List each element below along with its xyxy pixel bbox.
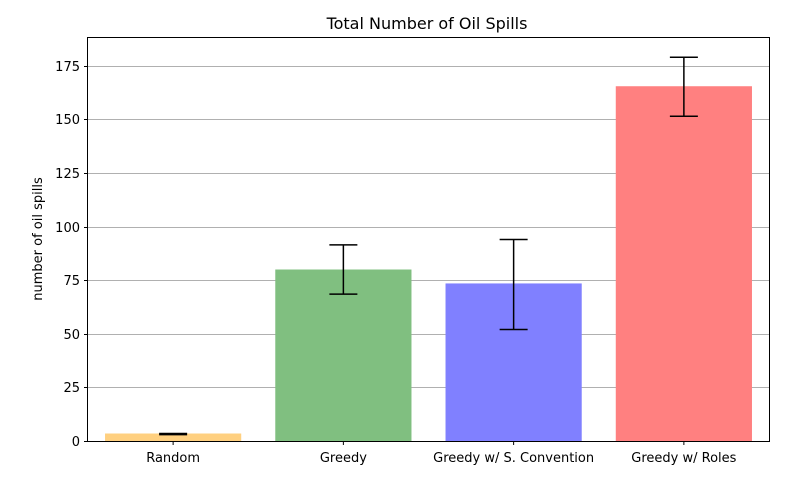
x-tick-label: Greedy w/ S. Convention	[433, 451, 594, 466]
bar	[615, 86, 752, 441]
y-axis-ticks: 0 25 50 75 100 125 150 175	[55, 60, 88, 450]
y-tick-label: 175	[55, 60, 80, 75]
x-axis-ticks: Random Greedy Greedy w/ S. Convention Greed…	[146, 441, 737, 466]
y-axis-label: number of oil spills	[31, 177, 46, 301]
error-bars	[159, 56, 698, 436]
y-tick-label: 150	[55, 113, 80, 128]
x-tick-label: Greedy w/ Roles	[631, 451, 736, 466]
bars	[105, 86, 752, 441]
chart-title: Total Number of Oil Spills	[326, 14, 528, 33]
y-tick-label: 100	[55, 221, 80, 236]
y-tick-label: 50	[63, 328, 80, 343]
y-tick-label: 75	[63, 274, 80, 289]
bar	[275, 269, 412, 441]
y-tick-label: 125	[55, 167, 80, 182]
x-tick-label: Greedy	[320, 451, 367, 466]
gridlines	[88, 66, 769, 388]
y-tick-label: 0	[72, 435, 80, 450]
plot-frame	[87, 37, 770, 442]
x-tick-label: Random	[146, 451, 200, 466]
bar	[105, 433, 242, 441]
y-tick-label: 25	[63, 381, 80, 396]
